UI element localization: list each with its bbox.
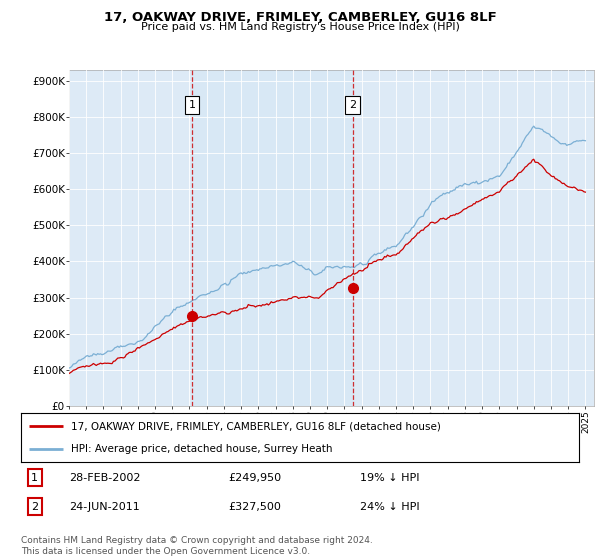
Text: 24% ↓ HPI: 24% ↓ HPI: [360, 502, 419, 512]
Text: 2: 2: [31, 502, 38, 512]
Text: £249,950: £249,950: [228, 473, 281, 483]
Text: 19% ↓ HPI: 19% ↓ HPI: [360, 473, 419, 483]
Bar: [192, 70, 353, 406]
Text: HPI: Average price, detached house, Surrey Heath: HPI: Average price, detached house, Surr…: [71, 444, 333, 454]
Text: 1: 1: [31, 473, 38, 483]
Text: 1: 1: [188, 100, 196, 110]
Text: 24-JUN-2011: 24-JUN-2011: [69, 502, 140, 512]
Text: £327,500: £327,500: [228, 502, 281, 512]
Text: Contains HM Land Registry data © Crown copyright and database right 2024.
This d: Contains HM Land Registry data © Crown c…: [21, 536, 373, 556]
Text: 28-FEB-2002: 28-FEB-2002: [69, 473, 140, 483]
Text: 2: 2: [349, 100, 356, 110]
Text: 17, OAKWAY DRIVE, FRIMLEY, CAMBERLEY, GU16 8LF (detached house): 17, OAKWAY DRIVE, FRIMLEY, CAMBERLEY, GU…: [71, 421, 441, 431]
Text: Price paid vs. HM Land Registry's House Price Index (HPI): Price paid vs. HM Land Registry's House …: [140, 22, 460, 32]
Text: 17, OAKWAY DRIVE, FRIMLEY, CAMBERLEY, GU16 8LF: 17, OAKWAY DRIVE, FRIMLEY, CAMBERLEY, GU…: [104, 11, 496, 24]
